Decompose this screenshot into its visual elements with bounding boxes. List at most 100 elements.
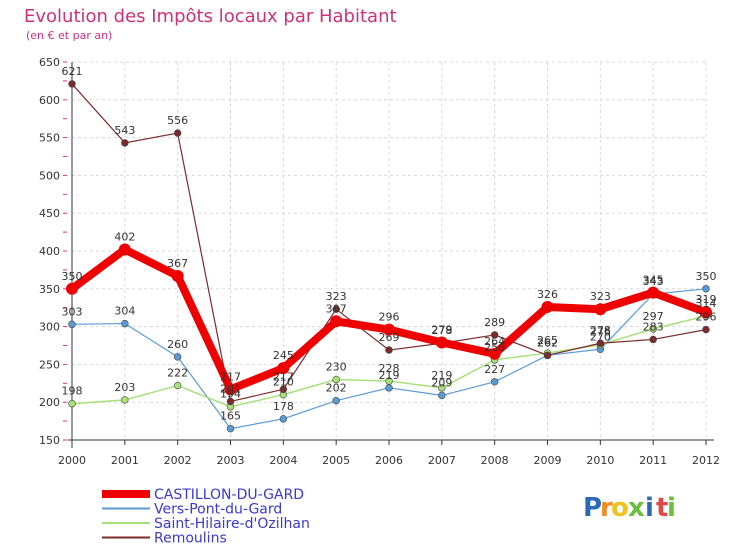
data-label-castillon-du-gard-2002: 367 (167, 257, 188, 270)
point-castillon-du-gard-2012 (700, 306, 712, 319)
y-tick-label-150: 150 (39, 434, 60, 447)
y-tick-label-550: 550 (39, 132, 60, 145)
logo-letter-0: P (583, 493, 602, 523)
data-label-vers-pont-du-gard-2010: 270 (590, 330, 611, 343)
point-saint-hilaire-d-ozilhan-2007 (438, 384, 446, 392)
series-group (66, 80, 712, 433)
y-tick-label-350: 350 (39, 283, 60, 296)
data-label-castillon-du-gard-2000: 350 (62, 270, 83, 283)
point-vers-pont-du-gard-2004 (279, 415, 288, 423)
data-label-saint-hilaire-d-ozilhan-2006: 228 (379, 362, 400, 375)
x-tick-label-2007: 2007 (428, 454, 456, 467)
y-tick-label-200: 200 (39, 396, 60, 409)
x-tick-label-2001: 2001 (111, 454, 139, 467)
point-castillon-du-gard-2007 (435, 336, 448, 349)
point-vers-pont-du-gard-2005 (332, 396, 340, 405)
point-remoulins-2001 (121, 139, 129, 147)
point-remoulins-2002 (173, 129, 182, 137)
point-vers-pont-du-gard-2002 (173, 353, 182, 361)
logo-letter-3: x (628, 493, 645, 523)
point-remoulins-2009 (543, 351, 552, 360)
legend-label-saint-hilaire-d-ozilhan: Saint-Hilaire-d'Ozilhan (154, 516, 310, 532)
data-label-remoulins-2001: 543 (114, 124, 135, 137)
chart-title: Evolution des Impôts locaux par Habitant (24, 6, 397, 27)
data-label-vers-pont-du-gard-2001: 304 (114, 305, 135, 318)
data-label-castillon-du-gard-2004: 245 (273, 349, 294, 362)
y-tick-label-650: 650 (39, 56, 60, 69)
data-label-remoulins-2003: 201 (220, 382, 241, 395)
point-vers-pont-du-gard-2000 (68, 320, 76, 329)
data-label-vers-pont-du-gard-2008: 227 (484, 363, 505, 376)
point-vers-pont-du-gard-2001 (121, 319, 129, 328)
data-label-castillon-du-gard-2003: 217 (220, 370, 241, 383)
point-vers-pont-du-gard-2012 (702, 285, 710, 293)
x-tick-label-2010: 2010 (586, 454, 614, 467)
data-label-castillon-du-gard-2012: 319 (696, 293, 717, 306)
point-remoulins-2003 (226, 397, 235, 406)
point-vers-pont-du-gard-2003 (226, 424, 235, 433)
data-label-saint-hilaire-d-ozilhan-2010: 276 (590, 326, 611, 339)
point-saint-hilaire-d-ozilhan-2011 (649, 325, 657, 333)
logo-letter-1: r (600, 493, 613, 523)
data-label-saint-hilaire-d-ozilhan-2011: 297 (643, 310, 664, 323)
data-label-castillon-du-gard-2007: 279 (431, 323, 452, 336)
data-label-remoulins-2004: 217 (273, 370, 294, 383)
data-label-vers-pont-du-gard-2005: 202 (326, 382, 347, 395)
x-tick-label-2011: 2011 (639, 454, 667, 467)
point-saint-hilaire-d-ozilhan-2002 (173, 381, 182, 390)
data-label-vers-pont-du-gard-2006: 219 (379, 369, 400, 382)
x-tick-label-2005: 2005 (322, 454, 350, 467)
legend-label-vers-pont-du-gard: Vers-Pont-du-Gard (154, 502, 282, 518)
point-castillon-du-gard-2000 (66, 282, 78, 295)
data-label-remoulins-2008: 289 (484, 316, 505, 329)
point-castillon-du-gard-2001 (118, 243, 131, 256)
legend-label-castillon-du-gard: CASTILLON-DU-GARD (154, 487, 304, 503)
data-label-saint-hilaire-d-ozilhan-2008: 256 (484, 341, 505, 354)
point-castillon-du-gard-2010 (594, 303, 607, 316)
data-label-remoulins-2012: 296 (696, 311, 717, 324)
data-label-remoulins-2000: 621 (62, 65, 83, 78)
y-tick-label-600: 600 (39, 94, 60, 107)
data-label-castillon-du-gard-2010: 323 (590, 290, 611, 303)
point-castillon-du-gard-2002 (171, 269, 184, 282)
point-castillon-du-gard-2009 (541, 300, 554, 313)
point-castillon-du-gard-2005 (330, 315, 343, 328)
y-tick-label-400: 400 (39, 245, 60, 258)
point-saint-hilaire-d-ozilhan-2005 (332, 375, 340, 384)
logo-letter-2: o (611, 493, 629, 523)
x-tick-label-2009: 2009 (534, 454, 562, 467)
data-label-castillon-du-gard-2009: 326 (537, 288, 558, 301)
point-saint-hilaire-d-ozilhan-2006 (385, 377, 393, 385)
point-saint-hilaire-d-ozilhan-2000 (68, 400, 76, 408)
point-castillon-du-gard-2008 (488, 347, 501, 360)
data-label-vers-pont-du-gard-2004: 178 (273, 400, 294, 413)
data-label-remoulins-2002: 556 (167, 114, 188, 127)
data-label-vers-pont-du-gard-2000: 303 (62, 305, 83, 318)
data-label-castillon-du-gard-2001: 402 (114, 230, 135, 243)
data-label-vers-pont-du-gard-2011: 343 (643, 275, 664, 288)
chart-subtitle: (en € et par an) (26, 29, 112, 42)
data-label-remoulins-2011: 283 (643, 320, 664, 333)
data-label-saint-hilaire-d-ozilhan-2009: 265 (537, 334, 558, 347)
y-tick-label-300: 300 (39, 321, 60, 334)
point-remoulins-2011 (649, 335, 657, 344)
data-label-saint-hilaire-d-ozilhan-2003: 194 (220, 388, 241, 401)
data-label-saint-hilaire-d-ozilhan-2005: 230 (326, 361, 347, 374)
data-label-remoulins-2006: 269 (379, 331, 400, 344)
point-remoulins-2008 (490, 331, 499, 339)
data-label-castillon-du-gard-2008: 264 (484, 335, 505, 348)
data-label-saint-hilaire-d-ozilhan-2012: 314 (696, 297, 717, 310)
data-label-castillon-du-gard-2005: 307 (326, 302, 347, 315)
data-label-saint-hilaire-d-ozilhan-2000: 198 (62, 385, 83, 398)
logo-letter-5: t (656, 493, 668, 523)
point-castillon-du-gard-2003 (224, 383, 237, 396)
point-remoulins-2005 (332, 305, 340, 313)
y-tick-label-450: 450 (39, 207, 60, 220)
data-label-vers-pont-du-gard-2003: 165 (220, 410, 241, 423)
data-label-remoulins-2005: 323 (326, 290, 347, 303)
data-label-vers-pont-du-gard-2007: 209 (431, 376, 452, 389)
data-label-remoulins-2009: 262 (537, 336, 558, 349)
point-remoulins-2012 (702, 325, 710, 334)
